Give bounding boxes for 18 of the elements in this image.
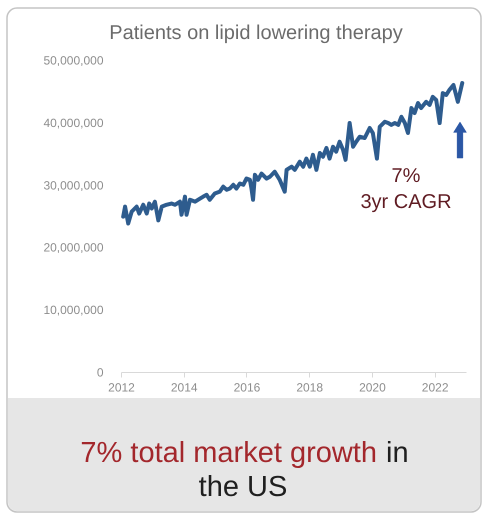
y-tick-label: 40,000,000 xyxy=(43,116,104,130)
y-tick-label: 50,000,000 xyxy=(43,54,104,68)
text: in xyxy=(386,437,409,469)
text: 7% total market growth xyxy=(80,437,377,469)
y-tick-label: 0 xyxy=(96,366,104,380)
x-tick-label: 2012 xyxy=(108,380,136,394)
y-tick-label: 20,000,000 xyxy=(43,240,104,255)
chart-title: Patients on lipid lowering therapy xyxy=(109,22,403,44)
x-tick-label: 2018 xyxy=(296,380,324,394)
annotation: 7% 3yr CAGR xyxy=(360,165,452,213)
y-tick-label: 30,000,000 xyxy=(43,178,104,192)
text: the US xyxy=(198,471,288,503)
x-tick-label: 2016 xyxy=(234,380,261,394)
x-tick-label: 2020 xyxy=(359,380,386,394)
line-series xyxy=(121,81,464,226)
x-tick-label: 2014 xyxy=(170,380,198,394)
y-tick-label: 10,000,000 xyxy=(43,303,104,318)
x-tick-label: 2022 xyxy=(422,380,449,394)
